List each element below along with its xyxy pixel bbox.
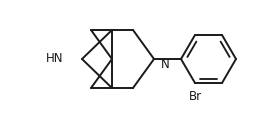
Text: HN: HN: [46, 53, 64, 65]
Text: N: N: [161, 57, 170, 70]
Text: Br: Br: [188, 89, 202, 103]
